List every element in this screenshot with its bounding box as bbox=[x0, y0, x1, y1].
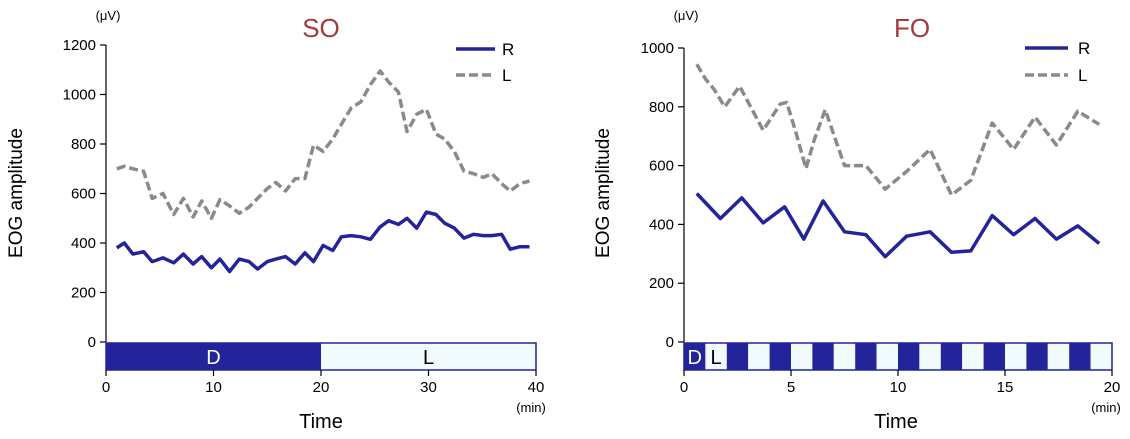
y-tick-label: 0 bbox=[666, 334, 674, 351]
bar-segment-light bbox=[919, 343, 940, 370]
legend-label: L bbox=[1078, 66, 1087, 85]
x-tick-label: 30 bbox=[420, 379, 437, 396]
bar-segment-light bbox=[962, 343, 983, 370]
y-tick-label: 1200 bbox=[63, 37, 96, 54]
so-panel: SO(μV)EOG amplitude020040060080010001200… bbox=[6, 8, 546, 433]
bar-segment-dark bbox=[941, 343, 962, 370]
x-tick-label: 20 bbox=[1104, 379, 1121, 396]
legend-label: R bbox=[502, 40, 514, 59]
y-axis-label: EOG amplitude bbox=[593, 128, 614, 258]
x-tick-label: 5 bbox=[787, 379, 795, 396]
y-tick-label: 1000 bbox=[63, 87, 96, 104]
x-tick-label: 15 bbox=[997, 379, 1014, 396]
bar-segment-light bbox=[877, 343, 898, 370]
series-line-R bbox=[117, 212, 530, 271]
y-tick-label: 0 bbox=[88, 334, 96, 351]
y-tick-label: 200 bbox=[649, 275, 674, 292]
x-tick-label: 0 bbox=[102, 379, 110, 396]
bar-segment-dark bbox=[984, 343, 1005, 370]
series-line-R bbox=[697, 194, 1099, 257]
bar-segment-label: D bbox=[687, 347, 701, 369]
bar-segment-label: D bbox=[206, 347, 220, 369]
y-unit-label: (μV) bbox=[96, 8, 121, 23]
legend-label: L bbox=[502, 66, 511, 85]
series-line-L bbox=[697, 64, 1099, 195]
series-line-L bbox=[117, 71, 530, 218]
bar-segment-label: L bbox=[423, 347, 434, 369]
y-axis-label: EOG amplitude bbox=[6, 128, 27, 258]
x-tick-label: 40 bbox=[528, 379, 545, 396]
bar-segment-dark bbox=[727, 343, 748, 370]
bar-segment-light bbox=[1091, 343, 1112, 370]
x-tick-label: 20 bbox=[313, 379, 330, 396]
bar-segment-light bbox=[748, 343, 769, 370]
y-unit-label: (μV) bbox=[674, 8, 699, 23]
y-tick-label: 800 bbox=[71, 136, 96, 153]
legend-label: R bbox=[1078, 39, 1090, 58]
y-tick-label: 600 bbox=[649, 158, 674, 175]
chart-title: FO bbox=[894, 13, 930, 43]
x-axis-label: Time bbox=[299, 411, 343, 433]
bar-segment-light bbox=[791, 343, 812, 370]
y-tick-label: 400 bbox=[71, 235, 96, 252]
y-tick-label: 600 bbox=[71, 186, 96, 203]
bar-segment-light bbox=[1048, 343, 1069, 370]
x-unit-label: (min) bbox=[516, 400, 546, 415]
y-tick-label: 1000 bbox=[641, 40, 674, 57]
y-tick-label: 400 bbox=[649, 216, 674, 233]
bar-segment-dark bbox=[812, 343, 833, 370]
bar-segment-light bbox=[834, 343, 855, 370]
x-tick-label: 10 bbox=[205, 379, 222, 396]
y-tick-label: 200 bbox=[71, 285, 96, 302]
x-axis-label: Time bbox=[874, 411, 918, 433]
x-tick-label: 0 bbox=[680, 379, 688, 396]
bar-segment-dark bbox=[770, 343, 791, 370]
chart-title: SO bbox=[302, 13, 340, 43]
x-tick-label: 10 bbox=[890, 379, 907, 396]
bar-segment-dark bbox=[855, 343, 876, 370]
bar-segment-dark bbox=[1069, 343, 1090, 370]
x-unit-label: (min) bbox=[1091, 400, 1121, 415]
bar-segment-dark bbox=[898, 343, 919, 370]
bar-segment-label: L bbox=[711, 347, 722, 369]
y-tick-label: 800 bbox=[649, 99, 674, 116]
bar-segment-light bbox=[1005, 343, 1026, 370]
bar-segment-dark bbox=[1026, 343, 1047, 370]
